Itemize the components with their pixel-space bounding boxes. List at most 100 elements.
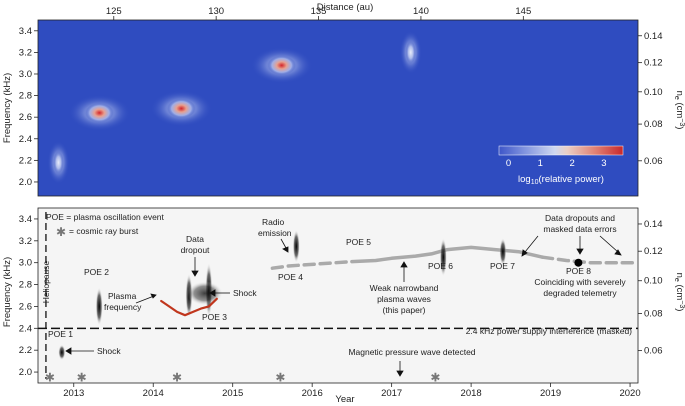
top-y-tick-label: 2.0 — [19, 177, 32, 188]
arrowhead-data-errors-1-icon — [521, 249, 528, 257]
cosmic-ray-asterisk-icon: ✱ — [430, 371, 440, 385]
top-x-ticks: 125 130 135 140 145 — [106, 6, 531, 20]
poe7-label: POE 7 — [490, 261, 515, 271]
bottom-x-tick-label: 2014 — [143, 388, 164, 399]
cosmic-ray-asterisk-icon: ✱ — [275, 371, 285, 385]
radio-emission-label-2: emission — [258, 228, 292, 238]
colorbar-ticks: 0 1 2 3 — [506, 158, 607, 169]
arrowhead-shock-1-icon — [65, 347, 72, 355]
bottom-x-tick-label: 2015 — [222, 388, 243, 399]
bottom-y-tick-label: 3.4 — [19, 214, 32, 225]
top-right-tick-label: 0.10 — [644, 87, 663, 98]
top-right-tick-label: 0.14 — [644, 31, 663, 42]
bottom-x-tick-label: 2016 — [302, 388, 323, 399]
poe-event — [439, 238, 447, 277]
heliopause-label: Heliopause — [41, 260, 51, 303]
bottom-y-tick-label: 2.6 — [19, 301, 32, 312]
bottom-y-ticks: 2.0 2.2 2.4 2.6 2.8 3.0 3.2 3.4 — [19, 214, 38, 378]
weak-plasma-label-1: Weak narrowband — [370, 283, 439, 293]
poe-event — [292, 229, 300, 263]
bottom-right-axis-label: ne (cm−3) — [673, 273, 685, 312]
top-y-tick-label: 3.0 — [19, 69, 32, 80]
bottom-right-tick-label: 0.06 — [644, 346, 663, 357]
colorbar-tick-label: 3 — [601, 158, 606, 169]
poe1-label: POE 1 — [48, 329, 73, 339]
arrow-radio-emission — [280, 238, 287, 249]
poe5-label: POE 5 — [346, 237, 371, 247]
top-plot-frame — [37, 19, 639, 197]
heatmap-feature — [85, 102, 114, 123]
arrowhead-weak-plasma-icon — [400, 261, 408, 268]
colorbar-tick-label: 2 — [569, 158, 574, 169]
arrowhead-data-errors-2-icon — [576, 248, 584, 255]
bottom-right-tick-label: 0.10 — [644, 276, 663, 287]
poe3-label: POE 3 — [202, 312, 227, 322]
bottom-y-tick-label: 2.0 — [19, 367, 32, 378]
top-right-axis-label: ne (cm−3) — [673, 91, 685, 130]
poe6-label: POE 6 — [428, 261, 453, 271]
top-right-tick-label: 0.08 — [644, 119, 663, 130]
arrowhead-magnetic-icon — [396, 370, 404, 377]
top-y-tick-label: 3.4 — [19, 26, 32, 37]
bottom-plot-background — [38, 208, 638, 383]
top-y-tick-label: 2.6 — [19, 112, 32, 123]
arrow-data-errors-1 — [524, 235, 539, 253]
plasma-frequency-curve — [160, 297, 218, 317]
bottom-x-ticks: 2013 2014 2015 2016 2017 2018 2019 2020 — [63, 383, 641, 399]
poe-event — [58, 344, 66, 361]
heatmap-feature — [405, 40, 416, 65]
top-right-tick-label: 0.12 — [644, 58, 663, 69]
bottom-x-tick-label: 2013 — [63, 388, 84, 399]
colorbar-label: log10(relative power) — [518, 174, 604, 186]
legend-poe: POE = plasma oscillation event — [46, 212, 165, 222]
weak-plasma-label-2: plasma waves — [377, 294, 431, 304]
arrowhead-data-errors-3-icon — [614, 249, 622, 256]
legend-asterisk-icon: ✱ — [56, 225, 66, 239]
top-x-tick-label: 145 — [515, 6, 531, 17]
arrowhead-shock-2-icon — [209, 289, 216, 297]
cosmic-ray-asterisk-icon: ✱ — [45, 371, 55, 385]
heatmap-feature — [53, 150, 64, 175]
top-x-tick-label: 130 — [208, 6, 224, 17]
magnetic-wave-label: Magnetic pressure wave detected — [348, 347, 475, 357]
coinciding-label-1: Coinciding with severely — [534, 277, 626, 287]
narrowband-trace — [350, 245, 545, 264]
top-y-tick-label: 2.2 — [19, 155, 32, 166]
bottom-y-axis-label: Frequency (kHz) — [2, 257, 13, 327]
top-right-tick-label: 0.06 — [644, 156, 663, 167]
shock-label-1: Shock — [97, 346, 121, 356]
poe4-label: POE 4 — [278, 272, 303, 282]
arrow-data-errors-3 — [599, 235, 619, 253]
cosmic-ray-asterisk-icon: ✱ — [77, 371, 87, 385]
poe-event — [499, 238, 507, 266]
bottom-y-tick-label: 3.2 — [19, 236, 32, 247]
weak-plasma-label-3: (this paper) — [383, 305, 426, 315]
bottom-panel: ✱ ✱ ✱ ✱ ✱ 2.02.22.42.62.83.03.23.4 0.060.080… — [2, 207, 685, 405]
bottom-right-tick-label: 0.08 — [644, 308, 663, 319]
arrowhead-radio-emission-icon — [282, 246, 289, 253]
colorbar-tick-label: 1 — [538, 158, 543, 169]
top-x-axis-label: Distance (au) — [317, 2, 374, 13]
bottom-x-tick-label: 2020 — [619, 388, 640, 399]
bottom-right-tick-label: 0.12 — [644, 246, 663, 257]
bottom-x-tick-label: 2018 — [461, 388, 482, 399]
shock-label-2: Shock — [233, 288, 257, 298]
bottom-x-tick-label: 2017 — [381, 388, 402, 399]
cosmic-ray-asterisk-icon: ✱ — [172, 371, 182, 385]
bottom-y-tick-label: 3.0 — [19, 258, 32, 269]
arrowhead-plasma-frequency-icon — [150, 293, 157, 299]
legend-cosmic-ray: = cosmic ray burst — [69, 226, 139, 236]
coinciding-label-2: degraded telemetry — [543, 288, 617, 298]
top-y-tick-label: 3.2 — [19, 47, 32, 58]
bottom-y-tick-label: 2.2 — [19, 345, 32, 356]
data-errors-label-2: masked data errors — [543, 224, 616, 234]
poe-event — [95, 287, 103, 326]
plasma-frequency-label-2: frequency — [104, 302, 142, 312]
top-heatmap-features — [47, 30, 422, 185]
bottom-right-y-ticks: 0.06 0.08 0.10 0.12 0.14 — [638, 219, 663, 357]
data-dropout-label-1: Data — [186, 234, 204, 244]
top-x-tick-label: 135 — [311, 6, 327, 17]
bottom-x-tick-label: 2019 — [540, 388, 561, 399]
arrowhead-data-dropout-icon — [191, 270, 199, 277]
